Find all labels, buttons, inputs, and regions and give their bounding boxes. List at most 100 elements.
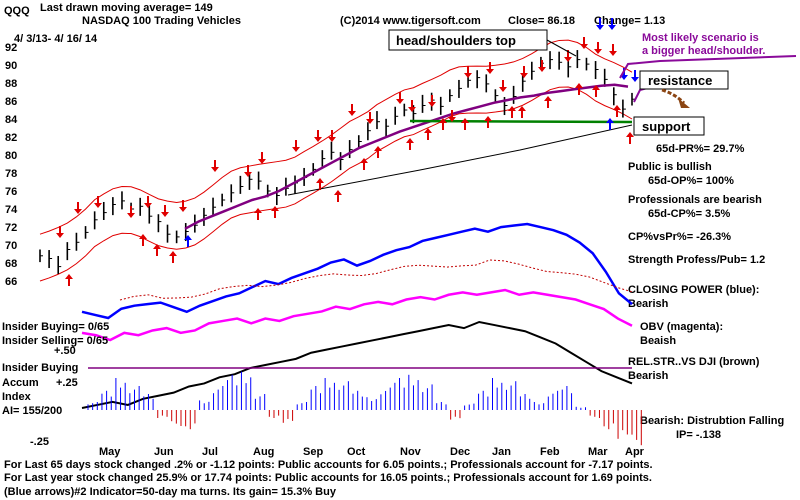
buy-arrowhead [169,251,177,256]
sell-arrowhead [580,44,588,49]
buy-arrowhead [461,118,469,123]
buy-arrowhead [254,208,262,213]
sell-arrowhead [179,207,187,212]
sell-arrowhead [448,117,456,122]
moving-average-line [184,83,629,230]
closing-power-label: CLOSING POWER (blue): [628,284,759,296]
support-label: support [642,119,691,134]
projection-arrow [661,88,686,105]
accum-index-bars [87,371,642,446]
buy-arrowhead [271,206,279,211]
y-tick-label: 88 [5,78,17,90]
scenario-line [619,55,797,79]
y-tick-label: 72 [5,222,17,234]
relstr-label: REL.STR..VS DJI (brown) [628,356,760,368]
sell-arrowhead [328,137,336,142]
relstr-state: Bearish [628,370,669,382]
buy-arrowhead [439,118,447,123]
x-tick-label: Mar [588,446,608,458]
buy-arrowhead [374,146,382,151]
y-tick-label: 80 [5,150,17,162]
ip-stat: IP= -.138 [676,429,721,441]
price-bars [39,50,635,274]
ticker: QQQ [4,5,30,17]
buy-arrowhead [544,96,552,101]
x-tick-label: Oct [347,446,366,458]
date-range: 4/ 3/13- 4/ 16/ 14 [14,33,98,45]
sell-arrowhead [609,51,617,56]
sell-arrowhead [520,73,528,78]
x-tick-label: May [99,446,121,458]
buy-arrowhead [406,138,414,143]
y-tick-label: 66 [5,276,17,288]
sell-arrowhead [486,69,494,74]
obv-series [81,288,633,342]
y-tick-label: 76 [5,186,17,198]
x-tick-label: Feb [540,446,560,458]
y-tick-label: 74 [5,204,18,216]
distribution-label: Bearish: Distrubtion Falling [640,415,784,427]
obv-label: OBV (magenta): [640,321,723,333]
prof-bearish: Professionals are bearish [628,194,762,206]
x-axis-months: May Jun Jul Aug Sep Oct Nov Dec Jan Feb Mar Apr [99,446,645,458]
sell-arrowhead [596,25,604,30]
pr-stat: 65d-PR%= 29.7% [656,143,745,155]
sell-arrowhead [464,73,472,78]
x-tick-label: Sep [303,446,323,458]
x-tick-label: Jan [492,446,511,458]
sell-arrowhead [594,49,602,54]
sell-arrowhead [408,107,416,112]
sell-arrowhead [564,57,572,62]
moving-average-label: Last drawn moving average= 149 [40,2,213,14]
footer-line-1: For Last 65 days stock changed .2% or -1… [4,459,653,471]
strength-stat: Strength Profess/Pub= 1.2 [628,254,765,266]
upper-band [39,39,633,235]
support-box [633,116,705,136]
footer-line-3: (Blue arrows)#2 Indicator=50-day ma turn… [4,486,337,498]
insider-buying-label: Insider Buying [2,362,78,374]
scenario-text-1: Most likely scenario is [642,32,759,44]
y-tick-label: 84 [5,114,18,126]
cpvspr-stat: CP%vsPr%= -26.3% [628,231,731,243]
buy-arrowhead [360,158,368,163]
y-tick-label: 78 [5,168,17,180]
buy-arrowhead [139,234,147,239]
y-tick-label: 90 [5,60,17,72]
ai-stat: AI= 155/200 [2,405,62,417]
rising-trendline [287,124,633,196]
closing-power-line [81,222,633,320]
long-trendline [287,124,633,196]
sell-arrowhead [631,77,639,82]
buy-arrowhead [316,178,324,183]
resistance-label: resistance [648,73,712,88]
y-tick-label: 82 [5,132,17,144]
chart-title: NASDAQ 100 Trading Vehicles [82,15,241,27]
insider-selling-ratio: Insider Selling= 0/65 [2,335,108,347]
sell-arrowhead [396,99,404,104]
sell-arrowhead [74,209,82,214]
sell-arrowhead [94,203,102,208]
sell-arrowhead [244,172,252,177]
x-tick-label: Aug [253,446,274,458]
obv-state: Beaish [640,335,676,347]
y-axis-ticks: 92 90 88 86 84 82 80 78 76 74 72 70 68 66 [5,42,18,288]
x-tick-label: Jul [202,446,218,458]
sell-arrowhead [499,87,507,92]
x-tick-label: Jun [154,446,174,458]
buy-arrowhead [184,235,192,240]
index-label: Index [2,391,32,403]
buy-arrowhead [575,83,583,88]
sell-arrowhead [144,203,152,208]
sell-arrowhead [56,233,64,238]
cp-stat: 65d-CP%= 3.5% [648,208,730,220]
sell-arrowhead [127,213,135,218]
sell-arrowhead [292,147,300,152]
copyright: (C)2014 www.tigersoft.com [340,15,481,27]
head-shoulders-pointer [546,39,577,57]
public-bullish: Public is bullish [628,161,712,173]
closing-power-series [81,222,633,320]
sell-arrowhead [211,167,219,172]
sell-arrowhead [366,119,374,124]
support-line [409,119,633,124]
x-tick-label: Dec [450,446,470,458]
